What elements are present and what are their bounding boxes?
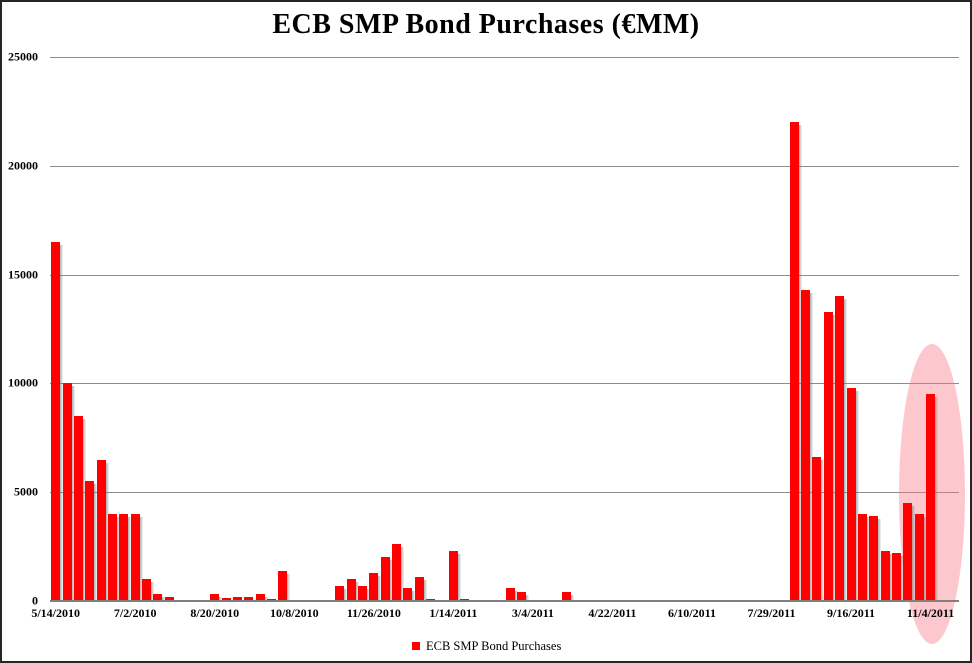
y-tick-label: 10000 bbox=[8, 375, 38, 390]
bar-week-28 bbox=[369, 572, 382, 602]
bar-week-76 bbox=[914, 513, 927, 602]
bar-week-26 bbox=[346, 579, 359, 601]
bar-week-5 bbox=[107, 513, 120, 602]
bar-week-25 bbox=[335, 585, 348, 602]
x-tick-label: 5/14/2010 bbox=[31, 606, 81, 620]
bar-week-19 bbox=[267, 598, 277, 601]
x-tick-label: 11/4/2011 bbox=[906, 606, 955, 620]
y-tick-label: 15000 bbox=[8, 267, 38, 282]
y-tick-label: 5000 bbox=[14, 484, 38, 499]
bar-week-70 bbox=[846, 387, 859, 602]
x-tick-label: 11/26/2010 bbox=[346, 606, 401, 620]
x-tick-label: 1/14/2011 bbox=[429, 606, 478, 620]
bar-week-18 bbox=[255, 594, 268, 601]
y-tick-label: 20000 bbox=[8, 158, 38, 173]
x-tick-label: 8/20/2010 bbox=[190, 606, 240, 620]
bar-week-4 bbox=[96, 459, 109, 602]
bar-week-1 bbox=[62, 383, 75, 601]
bar-week-29 bbox=[380, 557, 393, 601]
bar-week-68 bbox=[823, 311, 836, 602]
bar-series bbox=[50, 57, 959, 602]
legend-label: ECB SMP Bond Purchases bbox=[426, 638, 562, 653]
y-axis-labels: 0 5000 10000 15000 20000 25000 bbox=[2, 50, 44, 608]
bar-week-35 bbox=[448, 550, 461, 602]
gridline-10000 bbox=[50, 383, 959, 385]
x-axis-labels: 5/14/2010 7/2/2010 8/20/2010 10/8/2010 11/26… bbox=[31, 606, 959, 624]
bar-week-6 bbox=[119, 513, 132, 602]
bar-week-71 bbox=[857, 513, 870, 602]
bar-week-31 bbox=[403, 587, 416, 602]
chart-title: ECB SMP Bond Purchases (€MM) bbox=[272, 9, 700, 40]
bar-week-9 bbox=[153, 594, 166, 601]
bar-week-8 bbox=[142, 579, 155, 601]
bar-week-2 bbox=[73, 416, 86, 601]
bar-week-65 bbox=[789, 122, 802, 601]
bar-week-74 bbox=[892, 553, 904, 601]
bar-week-0 bbox=[51, 241, 64, 602]
x-tick-label: 4/22/2011 bbox=[588, 606, 637, 620]
gridline-15000 bbox=[50, 274, 959, 276]
x-axis-line bbox=[50, 600, 959, 602]
bar-week-3 bbox=[85, 481, 98, 601]
bar-week-41 bbox=[517, 592, 530, 601]
bar-week-33 bbox=[426, 598, 436, 601]
plot-area bbox=[50, 57, 959, 602]
bar-week-20 bbox=[278, 570, 291, 602]
y-tick-label: 0 bbox=[32, 593, 38, 608]
x-tick-label: 9/16/2011 bbox=[827, 606, 876, 620]
bar-week-40 bbox=[505, 587, 518, 602]
bar-week-77 bbox=[926, 394, 939, 601]
x-tick-label: 7/2/2010 bbox=[113, 606, 157, 620]
bar-week-45 bbox=[562, 592, 575, 601]
bar-week-36 bbox=[460, 598, 470, 601]
x-tick-label: 6/10/2011 bbox=[667, 606, 716, 620]
bar-week-30 bbox=[392, 544, 405, 601]
bar-week-32 bbox=[414, 577, 427, 601]
y-tick-label: 25000 bbox=[8, 49, 38, 64]
bar-week-67 bbox=[812, 457, 825, 601]
x-tick-label: 7/29/2011 bbox=[747, 606, 796, 620]
gridline-20000 bbox=[50, 165, 959, 167]
bar-week-72 bbox=[869, 516, 882, 601]
chart-legend: ECB SMP Bond Purchases bbox=[412, 638, 561, 654]
x-tick-label: 3/4/2011 bbox=[511, 606, 554, 620]
bar-week-69 bbox=[835, 296, 848, 601]
bar-week-27 bbox=[357, 585, 370, 602]
bar-week-75 bbox=[903, 503, 916, 601]
x-tick-label: 10/8/2010 bbox=[269, 606, 319, 620]
bar-week-73 bbox=[880, 550, 893, 602]
bar-week-66 bbox=[801, 289, 814, 602]
gridline-25000 bbox=[50, 57, 959, 58]
legend-swatch-icon bbox=[412, 642, 420, 650]
bar-week-14 bbox=[210, 594, 223, 601]
gridline-5000 bbox=[50, 492, 959, 494]
bar-week-7 bbox=[130, 513, 143, 602]
